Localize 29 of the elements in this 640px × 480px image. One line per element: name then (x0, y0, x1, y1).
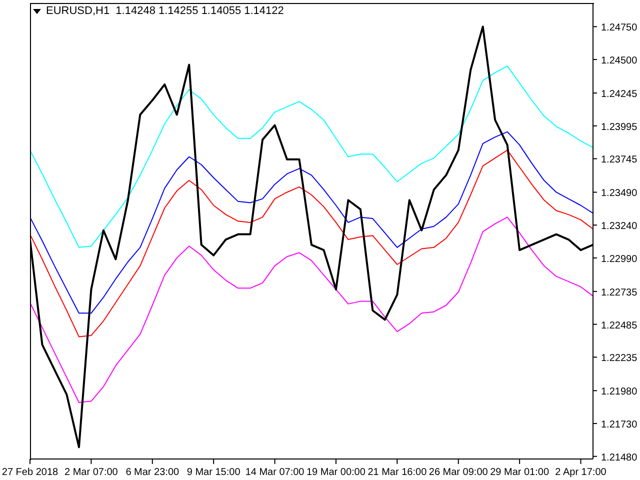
x-tick-label: 6 Mar 23:00 (126, 467, 180, 478)
y-tick-label: 1.22735 (601, 287, 638, 298)
y-tick-label: 1.23745 (601, 154, 638, 166)
y-tick-label: 1.24500 (601, 56, 638, 67)
y-tick-label: 1.24245 (601, 89, 638, 100)
x-tick-label: 29 Mar 01:00 (490, 467, 550, 478)
line-series (30, 150, 593, 338)
line-series (30, 216, 593, 403)
y-tick-label: 1.23490 (601, 188, 638, 200)
x-tick-label: 9 Mar 15:00 (186, 467, 241, 478)
x-tick-label: 2 Mar 07:00 (64, 467, 118, 478)
x-tick-label: 21 Mar 16:00 (368, 467, 428, 478)
y-tick-label: 1.22990 (601, 254, 638, 265)
x-tick-label: 26 Mar 09:00 (428, 467, 488, 478)
line-series (30, 66, 593, 248)
y-tick-label: 1.22485 (601, 320, 638, 332)
y-tick-label: 1.21730 (601, 420, 638, 431)
y-tick-label: 1.21480 (601, 452, 638, 464)
x-tick-label: 14 Mar 07:00 (245, 467, 305, 478)
line-series (30, 131, 593, 314)
x-tick-label: 19 Mar 00:00 (306, 467, 366, 478)
x-tick-label: 27 Feb 2018 (2, 467, 59, 478)
chart-title: EURUSD,H1 1.14248 1.14255 1.14055 1.14122 (46, 5, 284, 17)
y-tick-label: 1.23240 (601, 221, 638, 232)
x-tick-label: 2 Apr 17:00 (555, 467, 607, 478)
y-tick-label: 1.24750 (601, 22, 638, 34)
y-tick-label: 1.22235 (601, 353, 638, 364)
y-tick-label: 1.21980 (601, 386, 638, 398)
y-tick-label: 1.23995 (601, 122, 638, 133)
